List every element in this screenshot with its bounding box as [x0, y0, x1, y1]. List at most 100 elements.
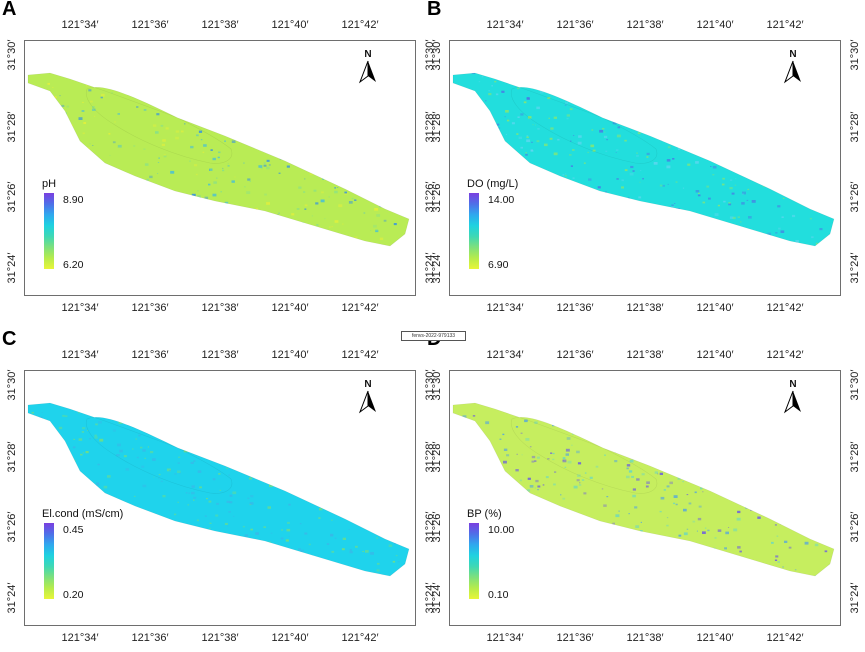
pixel-speckle	[405, 422, 407, 424]
pixel-speckle	[534, 460, 537, 462]
pixel-speckle	[207, 550, 210, 552]
pixel-speckle	[230, 403, 235, 407]
pixel-speckle	[803, 94, 806, 96]
pixel-speckle	[40, 466, 43, 468]
pixel-speckle	[258, 410, 262, 413]
pixel-speckle	[398, 478, 403, 481]
pixel-speckle	[64, 415, 68, 418]
pixel-speckle	[754, 89, 759, 93]
pixel-speckle	[723, 490, 727, 494]
pixel-speckle	[413, 133, 415, 134]
pixel-speckle	[323, 90, 325, 92]
pixel-speckle	[702, 560, 707, 563]
pixel-speckle	[535, 542, 539, 545]
pixel-speckle	[833, 209, 834, 213]
pixel-speckle	[244, 534, 248, 537]
pixel-speckle	[741, 407, 746, 410]
legend-min-value: 6.20	[63, 259, 84, 271]
pixel-speckle	[96, 482, 99, 485]
pixel-speckle	[467, 166, 470, 168]
region-outline	[452, 402, 835, 577]
pixel-speckle	[577, 474, 581, 477]
pixel-speckle	[368, 137, 371, 139]
pixel-speckle	[778, 227, 781, 230]
pixel-speckle	[588, 416, 591, 418]
pixel-speckle	[210, 430, 214, 432]
pixel-speckle	[233, 405, 235, 406]
pixel-speckle	[788, 546, 792, 549]
pixel-speckle	[100, 532, 102, 534]
pixel-speckle	[774, 105, 777, 108]
pixel-speckle	[136, 456, 139, 459]
pixel-speckle	[677, 86, 681, 89]
pixel-speckle	[206, 532, 208, 534]
pixel-speckle	[190, 106, 195, 110]
pixel-speckle	[304, 178, 306, 180]
pixel-speckle	[459, 240, 463, 243]
pixel-speckle	[276, 237, 280, 240]
pixel-speckle	[775, 555, 779, 558]
lon-tick-top: 121°42′	[341, 349, 379, 361]
legend-min-value: 0.10	[488, 589, 509, 601]
pixel-speckle	[170, 170, 175, 174]
pixel-speckle	[760, 79, 764, 82]
pixel-speckle	[28, 119, 31, 122]
pixel-speckle	[313, 189, 317, 192]
pixel-speckle	[591, 129, 594, 131]
pixel-speckle	[341, 154, 344, 156]
pixel-speckle	[521, 528, 525, 531]
pixel-speckle	[588, 178, 592, 181]
pixel-speckle	[565, 101, 569, 104]
pixel-speckle	[569, 108, 573, 111]
pixel-speckle	[794, 432, 798, 435]
pixel-speckle	[329, 435, 333, 438]
pixel-speckle	[117, 113, 120, 115]
pixel-speckle	[501, 90, 505, 93]
pixel-speckle	[163, 154, 166, 156]
pixel-speckle	[666, 524, 669, 527]
pixel-speckle	[835, 513, 838, 515]
pixel-speckle	[503, 70, 505, 71]
pixel-speckle	[330, 534, 334, 537]
pixel-speckle	[171, 553, 174, 556]
lon-tick-bottom: 121°38′	[201, 302, 239, 314]
pixel-speckle	[734, 410, 737, 413]
pixel-speckle	[584, 472, 587, 474]
pixel-speckle	[571, 222, 574, 223]
river-region-map	[452, 70, 835, 247]
pixel-speckle	[521, 454, 523, 456]
pixel-speckle	[366, 526, 371, 530]
pixel-speckle	[153, 547, 156, 550]
pixel-speckle	[535, 479, 539, 483]
pixel-speckle	[706, 572, 711, 575]
pixel-speckle	[334, 190, 338, 194]
pixel-speckle	[224, 535, 228, 538]
pixel-speckle	[120, 211, 123, 213]
pixel-speckle	[738, 90, 743, 93]
pixel-speckle	[596, 417, 598, 418]
pixel-speckle	[525, 153, 528, 156]
pixel-speckle	[459, 235, 463, 237]
pixel-speckle	[184, 123, 186, 125]
pixel-speckle	[534, 556, 536, 558]
pixel-speckle	[31, 411, 34, 414]
pixel-speckle	[804, 145, 807, 147]
pixel-speckle	[453, 227, 456, 230]
pixel-speckle	[590, 144, 595, 148]
pixel-speckle	[88, 233, 91, 236]
pixel-speckle	[366, 462, 370, 465]
pixel-speckle	[757, 516, 761, 519]
pixel-speckle	[524, 515, 527, 518]
pixel-speckle	[511, 236, 514, 238]
pixel-speckle	[595, 465, 599, 468]
pixel-speckle	[636, 152, 638, 154]
pixel-speckle	[362, 551, 364, 552]
lon-tick-bottom: 121°34′	[61, 302, 99, 314]
pixel-speckle	[234, 103, 237, 106]
lon-tick-bottom: 121°42′	[766, 632, 804, 644]
pixel-speckle	[729, 187, 733, 190]
pixel-speckle	[722, 464, 725, 466]
pixel-speckle	[345, 457, 350, 460]
pixel-speckle	[32, 109, 36, 113]
pixel-speckle	[605, 403, 608, 405]
